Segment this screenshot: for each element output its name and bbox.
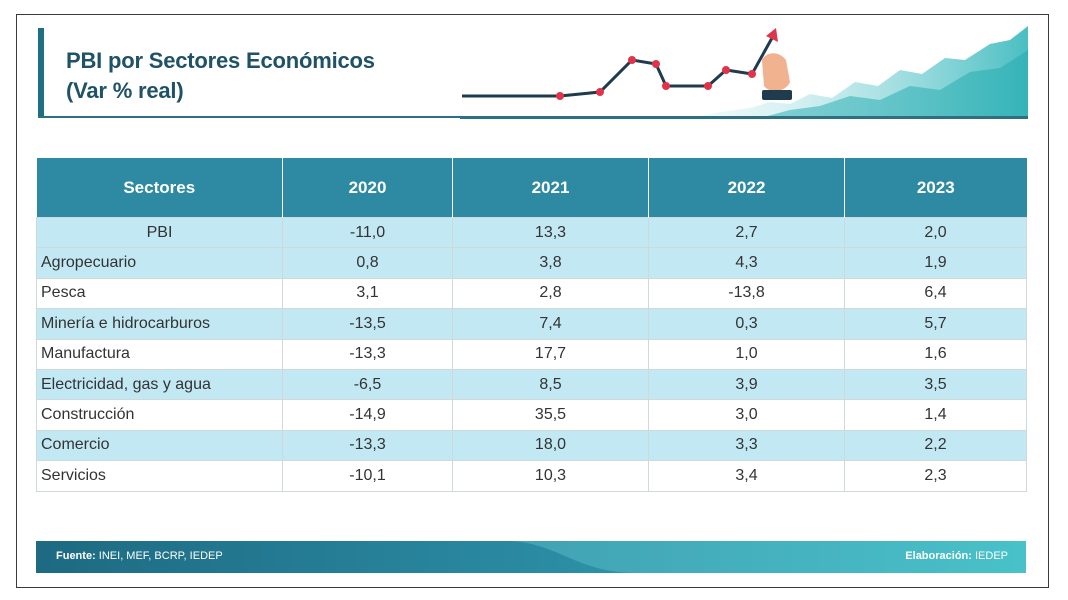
col-header-2023: 2023 [844,158,1027,218]
cell-value: 1,9 [844,247,1027,279]
cell-value: 18,0 [452,429,649,462]
table-header-row: Sectores 2020 2021 2022 2023 [36,158,1027,218]
elaboration-label: Elaboración: [905,550,972,562]
cell-value: -6,5 [282,368,453,401]
cell-value: 5,7 [844,308,1027,340]
cell-value: -11,0 [282,216,453,249]
cell-value: 2,3 [844,460,1027,492]
cell-value: 3,0 [648,399,845,431]
elaboration-note: Elaboración: IEDEP [905,550,1008,562]
cell-value: 3,8 [452,247,649,279]
cell-value: 1,4 [844,399,1027,431]
cell-value: 1,6 [844,338,1027,370]
row-label: Electricidad, gas y agua [36,368,283,401]
cell-value: 35,5 [452,399,649,431]
row-label: Manufactura [36,338,283,370]
row-label: PBI [36,216,283,249]
row-label: Servicios [36,460,283,492]
cell-value: 3,4 [648,460,845,492]
row-label: Minería e hidrocarburos [36,308,283,340]
cell-value: 10,3 [452,460,649,492]
table-row: Pesca 3,1 2,8 -13,8 6,4 [36,277,1027,310]
footer-bar: Fuente: INEI, MEF, BCRP, IEDEP Elaboraci… [36,541,1026,573]
table-row: PBI -11,0 13,3 2,7 2,0 [36,216,1027,249]
table-row: Minería e hidrocarburos -13,5 7,4 0,3 5,… [36,308,1027,340]
table-row: Manufactura -13,3 17,7 1,0 1,6 [36,338,1027,370]
title-divider [38,116,1028,118]
footer-background [36,541,1026,573]
cell-value: -14,9 [282,399,453,431]
elaboration-text: IEDEP [974,550,1008,562]
col-header-2022: 2022 [648,158,845,218]
cell-value: -13,5 [282,308,453,340]
cell-value: 2,2 [844,429,1027,462]
title-line-1: PBI por Sectores Económicos [66,48,375,73]
title-line-2: (Var % real) [66,78,184,103]
table-row: Electricidad, gas y agua -6,5 8,5 3,9 3,… [36,368,1027,401]
cell-value: 3,3 [648,429,845,462]
data-table: Sectores 2020 2021 2022 2023 PBI -11,0 1… [36,158,1027,492]
cell-value: 2,8 [452,277,649,310]
cell-value: 8,5 [452,368,649,401]
cell-value: 2,0 [844,216,1027,249]
cell-value: -13,3 [282,429,453,462]
title-accent-bar [38,28,44,116]
growth-decoration-icon [460,26,1028,119]
cell-value: -13,8 [648,277,845,310]
cell-value: 3,1 [282,277,453,310]
table-row: Agropecuario 0,8 3,8 4,3 1,9 [36,247,1027,279]
cell-value: -10,1 [282,460,453,492]
row-label: Pesca [36,277,283,310]
source-text: INEI, MEF, BCRP, IEDEP [98,550,223,562]
row-label: Construcción [36,399,283,431]
col-header-2021: 2021 [452,158,649,218]
cell-value: 0,3 [648,308,845,340]
cell-value: 0,8 [282,247,453,279]
cell-value: 17,7 [452,338,649,370]
row-label: Comercio [36,429,283,462]
table-row: Construcción -14,9 35,5 3,0 1,4 [36,399,1027,431]
cell-value: 1,0 [648,338,845,370]
cell-value: 6,4 [844,277,1027,310]
table-row: Servicios -10,1 10,3 3,4 2,3 [36,460,1027,492]
row-label: Agropecuario [36,247,283,279]
cell-value: 4,3 [648,247,845,279]
col-header-sectores: Sectores [36,158,283,218]
cell-value: 2,7 [648,216,845,249]
cell-value: 13,3 [452,216,649,249]
col-header-2020: 2020 [282,158,453,218]
source-note: Fuente: INEI, MEF, BCRP, IEDEP [56,550,223,562]
cell-value: 7,4 [452,308,649,340]
cell-value: -13,3 [282,338,453,370]
cell-value: 3,9 [648,368,845,401]
source-label: Fuente: [56,550,96,562]
page-title: PBI por Sectores Económicos (Var % real) [66,46,375,106]
cell-value: 3,5 [844,368,1027,401]
table-row: Comercio -13,3 18,0 3,3 2,2 [36,429,1027,462]
